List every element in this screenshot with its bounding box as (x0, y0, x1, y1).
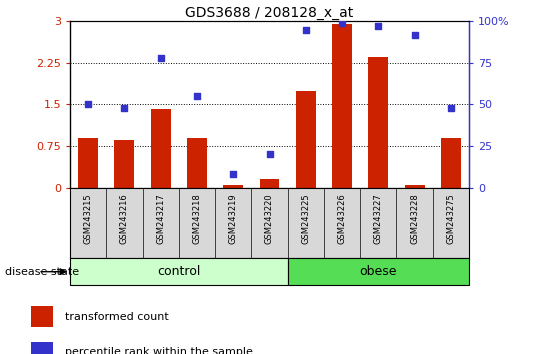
Bar (332, 24, 352, 188)
Point (120, 105, 129, 110)
Point (374, 23, 383, 29)
Text: GSM243215: GSM243215 (84, 193, 93, 244)
Bar (368, 57, 388, 188)
Text: obese: obese (360, 265, 397, 278)
Bar (441, 138, 461, 188)
Point (192, 93, 201, 99)
Point (446, 105, 455, 110)
Bar (260, 179, 279, 188)
Title: GDS3688 / 208128_x_at: GDS3688 / 208128_x_at (185, 6, 354, 20)
Text: GSM243226: GSM243226 (337, 193, 347, 244)
Point (265, 152, 274, 157)
Text: GSM243216: GSM243216 (120, 193, 129, 244)
Text: GSM243217: GSM243217 (156, 193, 165, 244)
Bar (187, 138, 207, 188)
Bar (223, 185, 243, 188)
Text: GSM243225: GSM243225 (301, 193, 310, 244)
Bar (288, 258, 469, 285)
Point (301, 27, 310, 32)
Point (156, 55, 165, 61)
Bar (405, 185, 425, 188)
Text: percentile rank within the sample: percentile rank within the sample (65, 347, 253, 354)
Text: transformed count: transformed count (65, 312, 168, 322)
Text: GSM243275: GSM243275 (446, 193, 455, 244)
Bar (296, 91, 316, 188)
Text: GSM243219: GSM243219 (229, 193, 238, 244)
Point (229, 171, 238, 177)
Bar (31, 306, 53, 327)
Text: GSM243227: GSM243227 (374, 193, 383, 244)
Text: control: control (157, 265, 201, 278)
Text: disease state: disease state (5, 267, 80, 277)
Text: GSM243228: GSM243228 (410, 193, 419, 244)
Bar (78, 138, 98, 188)
Point (338, 20, 347, 26)
Text: GSM243220: GSM243220 (265, 193, 274, 244)
Point (410, 32, 419, 38)
Bar (114, 141, 134, 188)
Point (84, 102, 93, 107)
Bar (151, 109, 171, 188)
Text: GSM243218: GSM243218 (192, 193, 202, 244)
Bar (31, 342, 53, 354)
Bar (70, 258, 288, 285)
